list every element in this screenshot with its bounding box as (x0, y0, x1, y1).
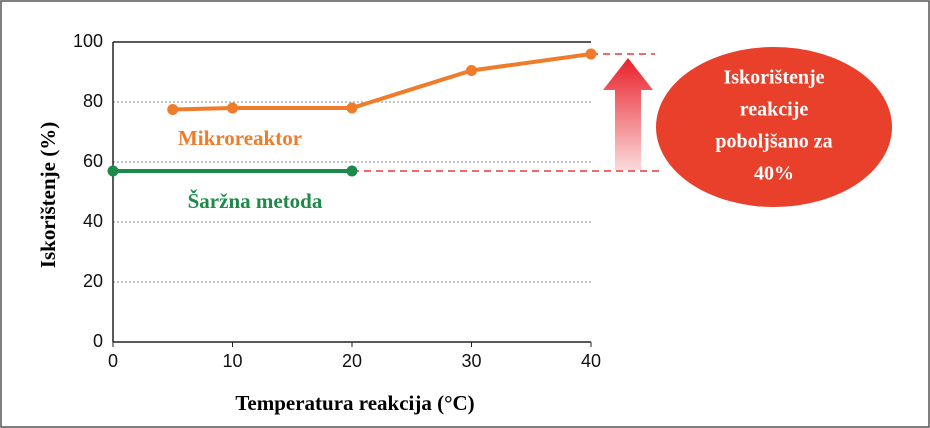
point (466, 65, 477, 76)
y-tick-label: 0 (93, 331, 103, 351)
callout-text: 40% (754, 163, 794, 185)
y-tick-label: 60 (83, 151, 103, 171)
point (346, 102, 358, 114)
y-axis-label: Iskorištenje (%) (36, 122, 60, 268)
x-tick-label: 30 (461, 351, 481, 371)
point (585, 48, 597, 60)
y-tick-label: 80 (83, 91, 103, 111)
x-tick-label: 10 (222, 351, 242, 371)
point (167, 104, 179, 115)
series-line (172, 52, 592, 112)
point (227, 102, 238, 114)
point (107, 165, 119, 177)
callout-text: Iskorištenje (723, 67, 824, 89)
x-axis-label: Temperatura reakcija (°C) (235, 391, 474, 415)
x-tick-label: 20 (342, 351, 362, 371)
y-tick-label: 20 (83, 271, 103, 291)
x-tick-label: 0 (108, 351, 118, 371)
y-tick-label: 40 (83, 211, 103, 231)
x-tick-label: 40 (581, 351, 601, 371)
callout-text: reakcije (740, 99, 809, 121)
y-tick-label: 100 (73, 31, 103, 51)
callout-text: poboljšano za (715, 131, 832, 153)
arrow (603, 58, 653, 170)
callout (656, 47, 892, 207)
series-label: Mikroreaktor (178, 126, 302, 150)
series-label: Šaržna metoda (188, 189, 323, 213)
point (346, 165, 358, 177)
